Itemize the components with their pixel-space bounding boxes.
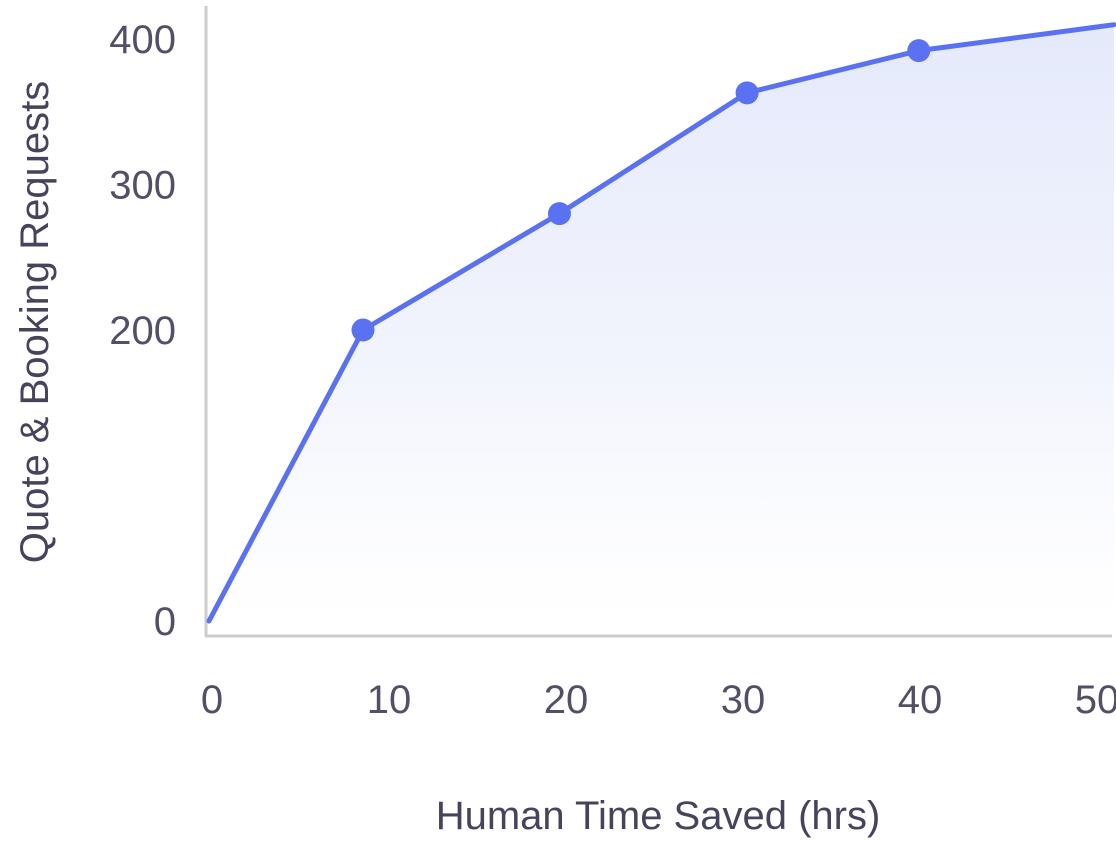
data-point <box>735 81 759 105</box>
x-tick-label: 20 <box>544 678 589 722</box>
data-point <box>547 202 571 226</box>
y-tick-label: 300 <box>109 164 176 208</box>
x-tick-labels: 0 10 20 30 40 50 <box>201 678 1116 722</box>
x-tick-label: 30 <box>721 678 766 722</box>
y-axis-title: Quote & Booking Requests <box>13 81 57 564</box>
y-tick-labels: 0 200 300 400 <box>109 18 176 644</box>
area-fill-layer <box>209 24 1114 621</box>
y-tick-label: 400 <box>109 18 176 62</box>
x-tick-label: 40 <box>898 678 943 722</box>
x-tick-label: 0 <box>201 678 223 722</box>
data-point <box>907 39 931 63</box>
x-tick-label: 10 <box>367 678 412 722</box>
x-tick-label: 50 <box>1075 678 1116 722</box>
y-tick-label: 200 <box>109 309 176 353</box>
series-layer <box>206 22 1116 624</box>
data-point <box>351 318 375 342</box>
y-tick-label: 0 <box>154 600 176 644</box>
x-axis-title: Human Time Saved (hrs) <box>436 794 881 838</box>
area-fill <box>209 24 1114 621</box>
